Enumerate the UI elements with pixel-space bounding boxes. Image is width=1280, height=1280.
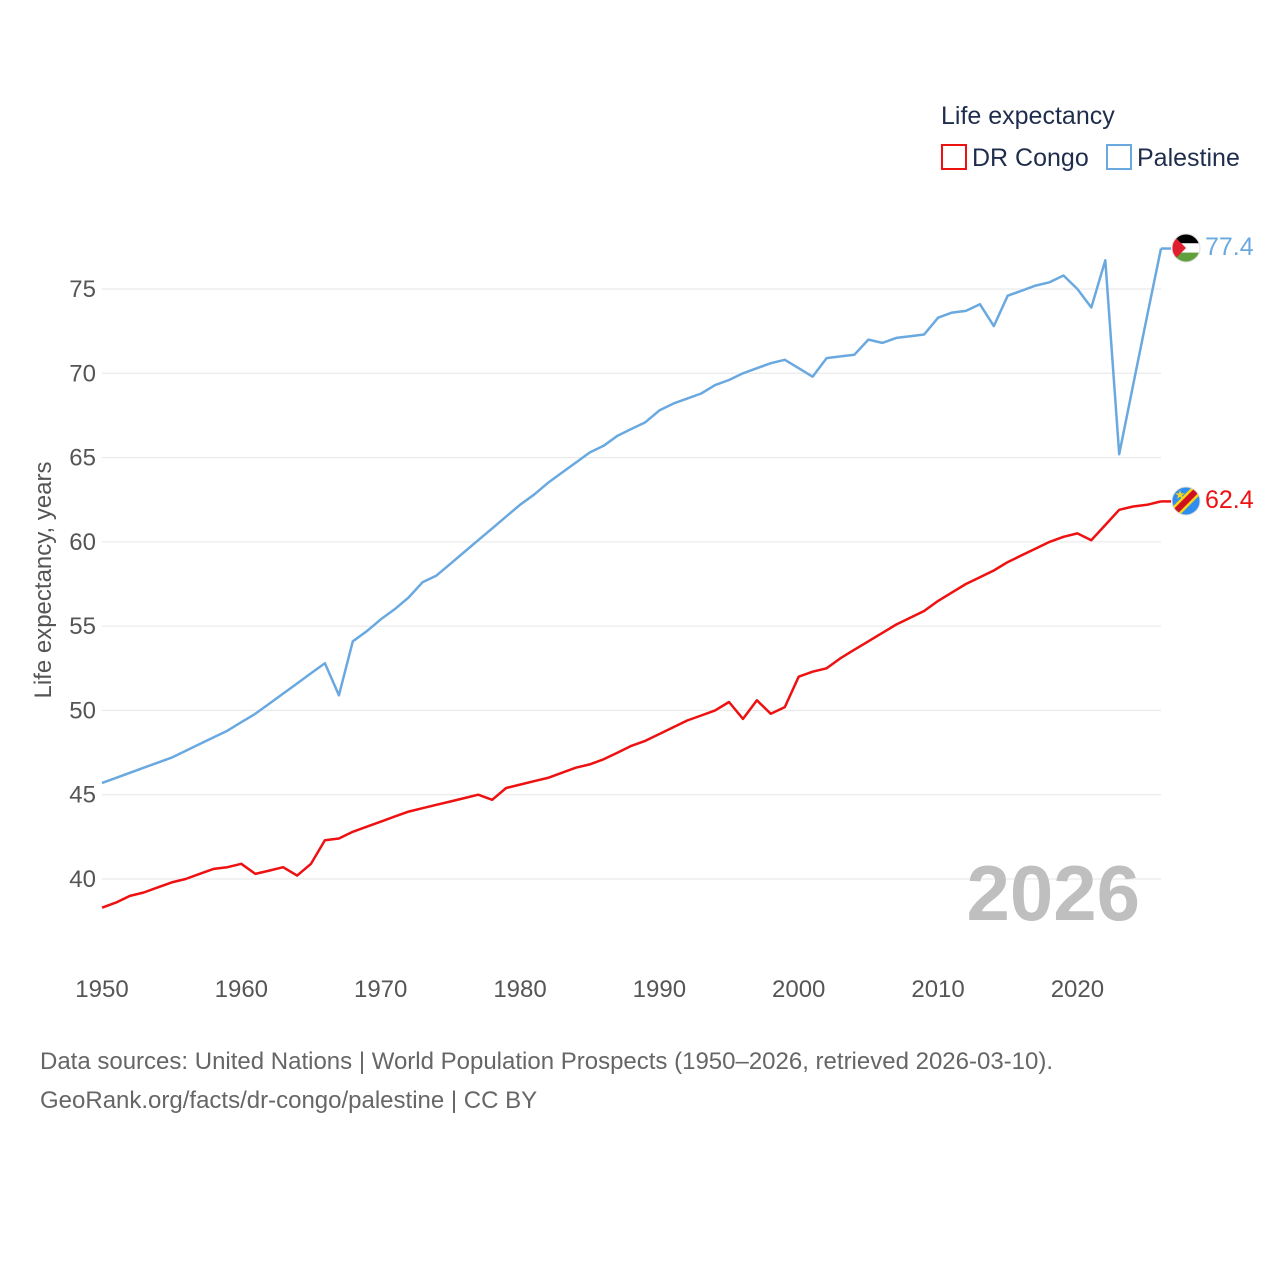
series-lines bbox=[101, 247, 1171, 909]
legend-item-dr-congo[interactable]: DR Congo bbox=[941, 144, 1089, 172]
x-tick-label: 1990 bbox=[633, 976, 686, 1003]
y-tick-label: 45 bbox=[69, 782, 96, 809]
legend-label-dr-congo: DR Congo bbox=[972, 144, 1089, 172]
x-tick-label: 1950 bbox=[75, 976, 128, 1003]
palestine-flag-icon bbox=[1172, 234, 1200, 262]
y-tick-label: 70 bbox=[69, 360, 96, 387]
legend: Life expectancy DR Congo Palestine bbox=[941, 102, 1240, 172]
x-tick-label: 1960 bbox=[215, 976, 268, 1003]
legend-item-palestine[interactable]: Palestine bbox=[1106, 144, 1240, 172]
y-tick-label: 60 bbox=[69, 529, 96, 556]
series-line-palestine[interactable] bbox=[101, 248, 1163, 785]
series-line-dr-congo[interactable] bbox=[101, 500, 1162, 909]
source-line-1: Data sources: United Nations | World Pop… bbox=[40, 1048, 1054, 1075]
year-watermark: 2026 bbox=[966, 849, 1140, 937]
legend-swatch-palestine bbox=[1106, 144, 1132, 170]
legend-swatch-dr-congo bbox=[941, 144, 967, 170]
grid-lines bbox=[102, 288, 1161, 880]
legend-label-palestine: Palestine bbox=[1137, 144, 1240, 172]
y-axis-title: Life expectancy, years bbox=[30, 461, 57, 698]
x-tick-label: 2000 bbox=[772, 976, 825, 1003]
x-axis-ticks: 1950 1960 1970 1980 1990 2000 2010 2020 bbox=[75, 976, 1104, 1003]
y-tick-label: 40 bbox=[69, 866, 96, 893]
y-tick-label: 75 bbox=[69, 276, 96, 303]
y-axis-ticks: 40 45 50 55 60 65 70 75 bbox=[69, 276, 96, 893]
source-line-2[interactable]: GeoRank.org/facts/dr-congo/palestine | C… bbox=[40, 1087, 538, 1114]
y-tick-label: 65 bbox=[69, 445, 96, 472]
x-tick-label: 1970 bbox=[354, 976, 407, 1003]
y-tick-label: 50 bbox=[69, 697, 96, 724]
source-note: Data sources: United Nations | World Pop… bbox=[40, 1042, 1053, 1120]
dr-congo-end-value: 62.4 bbox=[1205, 486, 1254, 514]
y-tick-label: 55 bbox=[69, 613, 96, 640]
line-chart: 40 45 50 55 60 65 70 75 1950 1960 1970 1980 1990 200… bbox=[30, 102, 1254, 1003]
dr-congo-flag-icon bbox=[1172, 487, 1200, 515]
x-tick-label: 2020 bbox=[1051, 976, 1104, 1003]
x-tick-label: 2010 bbox=[911, 976, 964, 1003]
legend-title: Life expectancy bbox=[941, 102, 1115, 130]
x-tick-label: 1980 bbox=[493, 976, 546, 1003]
palestine-end-value: 77.4 bbox=[1205, 233, 1254, 261]
